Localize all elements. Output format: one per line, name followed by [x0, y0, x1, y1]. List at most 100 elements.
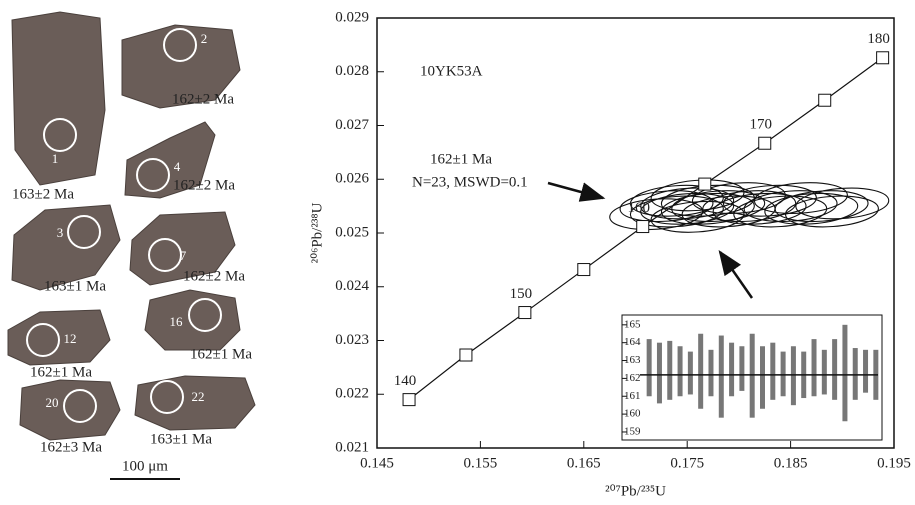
age-label: 150: [510, 286, 533, 302]
age-error-bar: [760, 346, 765, 409]
age-marker: [518, 306, 532, 320]
age-label: 170: [750, 117, 773, 133]
age-error-bar: [729, 342, 735, 397]
age-error-bar: [718, 335, 724, 418]
error-ellipse: [702, 190, 797, 223]
age-marker: [698, 177, 712, 191]
inset-plot: 159 160 161 162 163 164 165: [621, 314, 883, 441]
concordia-plot: 0.145 0.155 0.165 0.175 0.185 0.195 0.021 0.022…: [309, 9, 910, 499]
analysis-spot: [26, 323, 60, 357]
age-error-bar: [749, 333, 755, 418]
zircon-grain: [19, 379, 121, 441]
spot-age: 163±1 Ma: [44, 278, 106, 294]
y-tick-label: 0.022: [335, 386, 369, 402]
age-marker: [758, 136, 772, 150]
spot-age: 163±2 Ma: [12, 186, 74, 202]
y-tick-label: 162: [624, 372, 641, 384]
age-error-bar: [811, 339, 817, 397]
age-marker: [636, 220, 650, 234]
analysis-spot: [163, 28, 197, 62]
spot-number: 2: [201, 31, 208, 46]
spot-age: 163±1 Ma: [150, 431, 212, 447]
y-axis-label: ²⁰⁶Pb/²³⁸U: [309, 202, 325, 263]
age-error-bar: [821, 349, 827, 395]
age-error-bar: [677, 346, 683, 397]
age-error-bar: [790, 346, 796, 406]
age-marker: [577, 263, 591, 277]
age-error-bar: [770, 342, 776, 400]
zircon-grain: [129, 211, 236, 286]
zircon-grain: [144, 289, 241, 351]
age-error-bar: [863, 349, 869, 393]
x-tick-label: 0.165: [567, 455, 601, 471]
analysis-spot: [188, 298, 222, 332]
error-ellipse: [733, 195, 828, 228]
age-error-bar: [708, 349, 714, 397]
error-ellipse: [629, 195, 724, 228]
age-error-bar: [852, 348, 858, 400]
arrow: [718, 249, 754, 299]
error-ellipse: [795, 187, 890, 220]
y-tick-label: 159: [624, 425, 641, 437]
arrow: [547, 181, 606, 202]
spot-number: 16: [170, 314, 184, 329]
age-error-bar: [656, 342, 662, 404]
age-error-bar: [739, 346, 745, 391]
spot-age: 162±3 Ma: [40, 439, 102, 455]
x-axis-label: ²⁰⁷Pb/²³⁵U: [605, 483, 666, 499]
error-ellipse: [764, 192, 859, 225]
age-label: 180: [867, 31, 890, 47]
age-marker: [876, 51, 890, 65]
spot-number: 3: [57, 225, 64, 240]
age-error-bar: [832, 339, 838, 400]
spot-age: 162±1 Ma: [190, 346, 252, 362]
zircon-grain: [134, 375, 256, 431]
zircon-grain: [11, 11, 106, 186]
error-ellipse: [671, 190, 766, 223]
spot-number: 12: [64, 331, 77, 346]
y-tick-label: 161: [624, 390, 641, 402]
y-tick-label: 0.021: [335, 439, 369, 455]
age-label: 140: [394, 373, 417, 389]
age-error-bar: [667, 340, 673, 400]
x-tick-label: 0.145: [360, 455, 394, 471]
sample-name: 10YK53A: [420, 63, 483, 79]
analysis-spot: [136, 158, 170, 192]
error-ellipse: [722, 184, 817, 217]
y-tick-label: 0.027: [335, 117, 369, 133]
y-tick-label: 0.025: [335, 224, 369, 240]
y-tick-label: 0.024: [335, 278, 369, 294]
x-tick-label: 0.175: [670, 455, 704, 471]
x-tick-label: 0.155: [464, 455, 498, 471]
spot-number: 4: [174, 159, 181, 174]
spot-number: 1: [52, 151, 59, 166]
zircon-grain: [121, 24, 241, 109]
age-error-bar: [687, 351, 693, 395]
y-tick-label: 0.028: [335, 63, 369, 79]
analysis-spot: [63, 389, 97, 423]
y-tick-label: 164: [624, 336, 641, 348]
scale-bar-label: 100 μm: [122, 458, 168, 474]
spot-age: 162±2 Ma: [173, 177, 235, 193]
age-error-bar: [842, 324, 848, 422]
spot-number: 7: [180, 248, 187, 263]
analysis-spot: [43, 118, 77, 152]
age-marker: [402, 393, 416, 407]
analysis-spot: [150, 380, 184, 414]
spot-number: 20: [46, 395, 59, 410]
error-ellipse: [784, 195, 879, 228]
x-tick-label: 0.185: [774, 455, 808, 471]
age-error-bar: [780, 351, 786, 397]
zircon-grain: [11, 204, 121, 291]
y-tick-label: 163: [624, 354, 641, 366]
x-tick-label: 0.195: [877, 455, 911, 471]
spot-number: 22: [192, 389, 205, 404]
age-marker: [459, 348, 473, 362]
y-tick-label: 0.029: [335, 9, 369, 25]
y-tick-label: 160: [624, 408, 641, 420]
y-tick-label: 165: [624, 318, 641, 330]
age-label: 160: [627, 200, 650, 216]
analysis-spot: [67, 215, 101, 249]
age-marker: [818, 93, 832, 107]
